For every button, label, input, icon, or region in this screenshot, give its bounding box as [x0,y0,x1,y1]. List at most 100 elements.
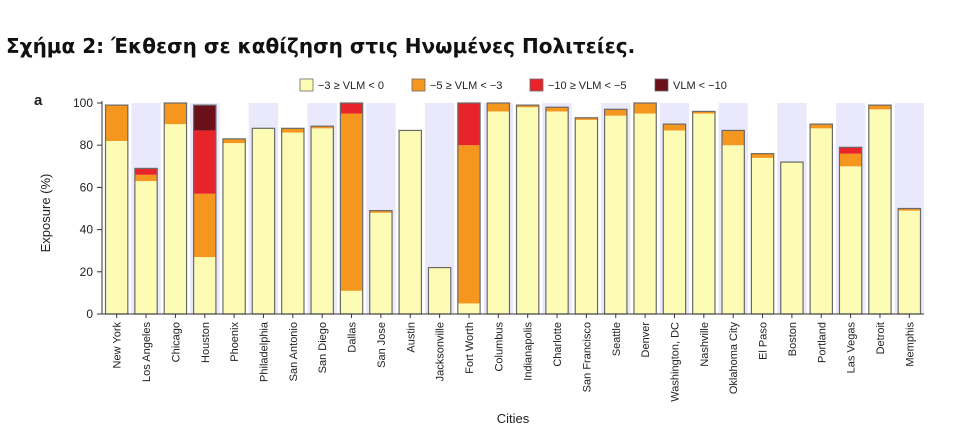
bar-segment [516,107,539,314]
x-axis-label: Cities [497,411,530,426]
bar-segment [663,130,686,314]
y-axis-label: Exposure (%) [38,174,53,253]
bar-segment [868,105,892,110]
x-tick-label: Memphis [904,322,916,367]
x-tick-label: Washington, DC [669,322,681,402]
x-tick-label: Seattle [611,322,623,356]
bar-segment [487,103,510,112]
bar-segment [222,143,246,314]
x-ticks: New York Los Angeles Chicago Houston Phoenix… [112,314,916,402]
x-tick-label: Philadelphia [258,321,270,382]
bar-segment [868,109,892,314]
x-tick-label: Charlotte [552,322,564,367]
x-tick-label: Portland [816,322,828,363]
bar-segment [575,119,598,314]
bar-columbus [486,102,511,315]
bar-segment [222,138,246,144]
x-tick-label: Las Vegas [846,322,858,374]
bar-austin [398,129,423,315]
bar-segment [193,193,216,258]
bar-segment [105,140,128,314]
bar-detroit [868,104,892,315]
bar-san-diego [310,125,334,315]
bar-segment [340,103,363,114]
bar-segment [134,174,158,182]
bar-portland [809,123,834,315]
bar-el-paso [750,153,775,315]
bar-segment [487,111,510,314]
legend-label: −3 ≥ VLM < 0 [318,80,384,92]
x-tick-label: Fort Worth [464,322,476,374]
bar-philadelphia [251,127,276,315]
x-tick-label: Jacksonville [435,322,447,381]
panel-label: a [34,92,43,109]
bar-segment [780,162,804,314]
bar-segment [164,124,187,314]
figure-heading: Σχήμα 2: Έκθεση σε καθίζηση στις Ηνωμένε… [6,34,636,58]
bar-segment [252,128,275,314]
legend-swatch [654,78,669,92]
bar-segment [164,103,187,125]
x-tick-label: Denver [640,322,652,358]
x-tick-label: Dallas [347,322,359,353]
bar-washington-dc [662,123,687,315]
y-ticks: 0 20 40 60 80 100 [73,96,102,321]
x-tick-label: Los Angeles [141,322,153,382]
bar-segment [751,153,774,158]
bar-segment [281,128,304,133]
bar-segment [340,113,363,291]
legend-label: −5 ≥ VLM < −3 [430,80,502,92]
x-tick-label: Phoenix [229,322,241,362]
bar-phoenix [222,138,246,315]
bar-new-york [104,104,129,315]
bar-memphis [897,207,922,315]
legend-swatch [299,78,314,92]
bar-san-francisco [574,117,599,315]
x-tick-label: Oklahoma City [728,322,740,395]
bar-segment [311,128,334,314]
x-tick-label: Austin [405,322,417,353]
bar-segment [311,126,334,129]
bar-segment [898,208,921,211]
bar-segment [399,130,422,314]
bar-fort-worth [457,102,481,315]
bar-segment [810,124,833,129]
bar-segment [340,290,363,314]
bar-jacksonville [427,266,452,315]
x-tick-label: San Jose [376,322,388,368]
bar-las-vegas [838,146,863,315]
bar-segment [369,212,393,314]
bar-segment [428,267,451,314]
bar-segment [134,168,158,175]
y-tick-label: 80 [80,138,94,152]
legend-label: −10 ≥ VLM < −5 [548,80,627,92]
bar-segment [134,181,158,314]
bar-segment [457,103,481,146]
bar-segment [751,157,774,314]
bar-segment [839,166,862,314]
x-tick-label: Detroit [875,322,887,354]
x-tick-label: Columbus [493,322,505,372]
y-tick-label: 100 [73,96,93,110]
x-tick-label: Chicago [170,322,182,362]
bar-segment [633,113,657,314]
x-tick-label: San Diego [317,322,329,373]
bar-segment [604,109,627,116]
bar-houston [192,104,217,315]
bar-san-antonio [281,127,305,315]
bar-segment [722,145,745,314]
bar-charlotte [545,106,569,315]
bar-segment [516,105,539,108]
bar-segment [633,103,657,114]
axes [101,101,924,315]
bar-segment [722,130,745,146]
bar-los-angeles [134,167,158,315]
x-tick-label: New York [112,322,124,369]
x-tick-label: Indianapolis [523,322,535,381]
bar-seattle [603,108,628,315]
y-tick-label: 60 [80,180,94,194]
x-tick-label: San Francisco [581,322,593,392]
legend-label: VLM < −10 [673,80,727,92]
bar-segment [575,117,598,120]
